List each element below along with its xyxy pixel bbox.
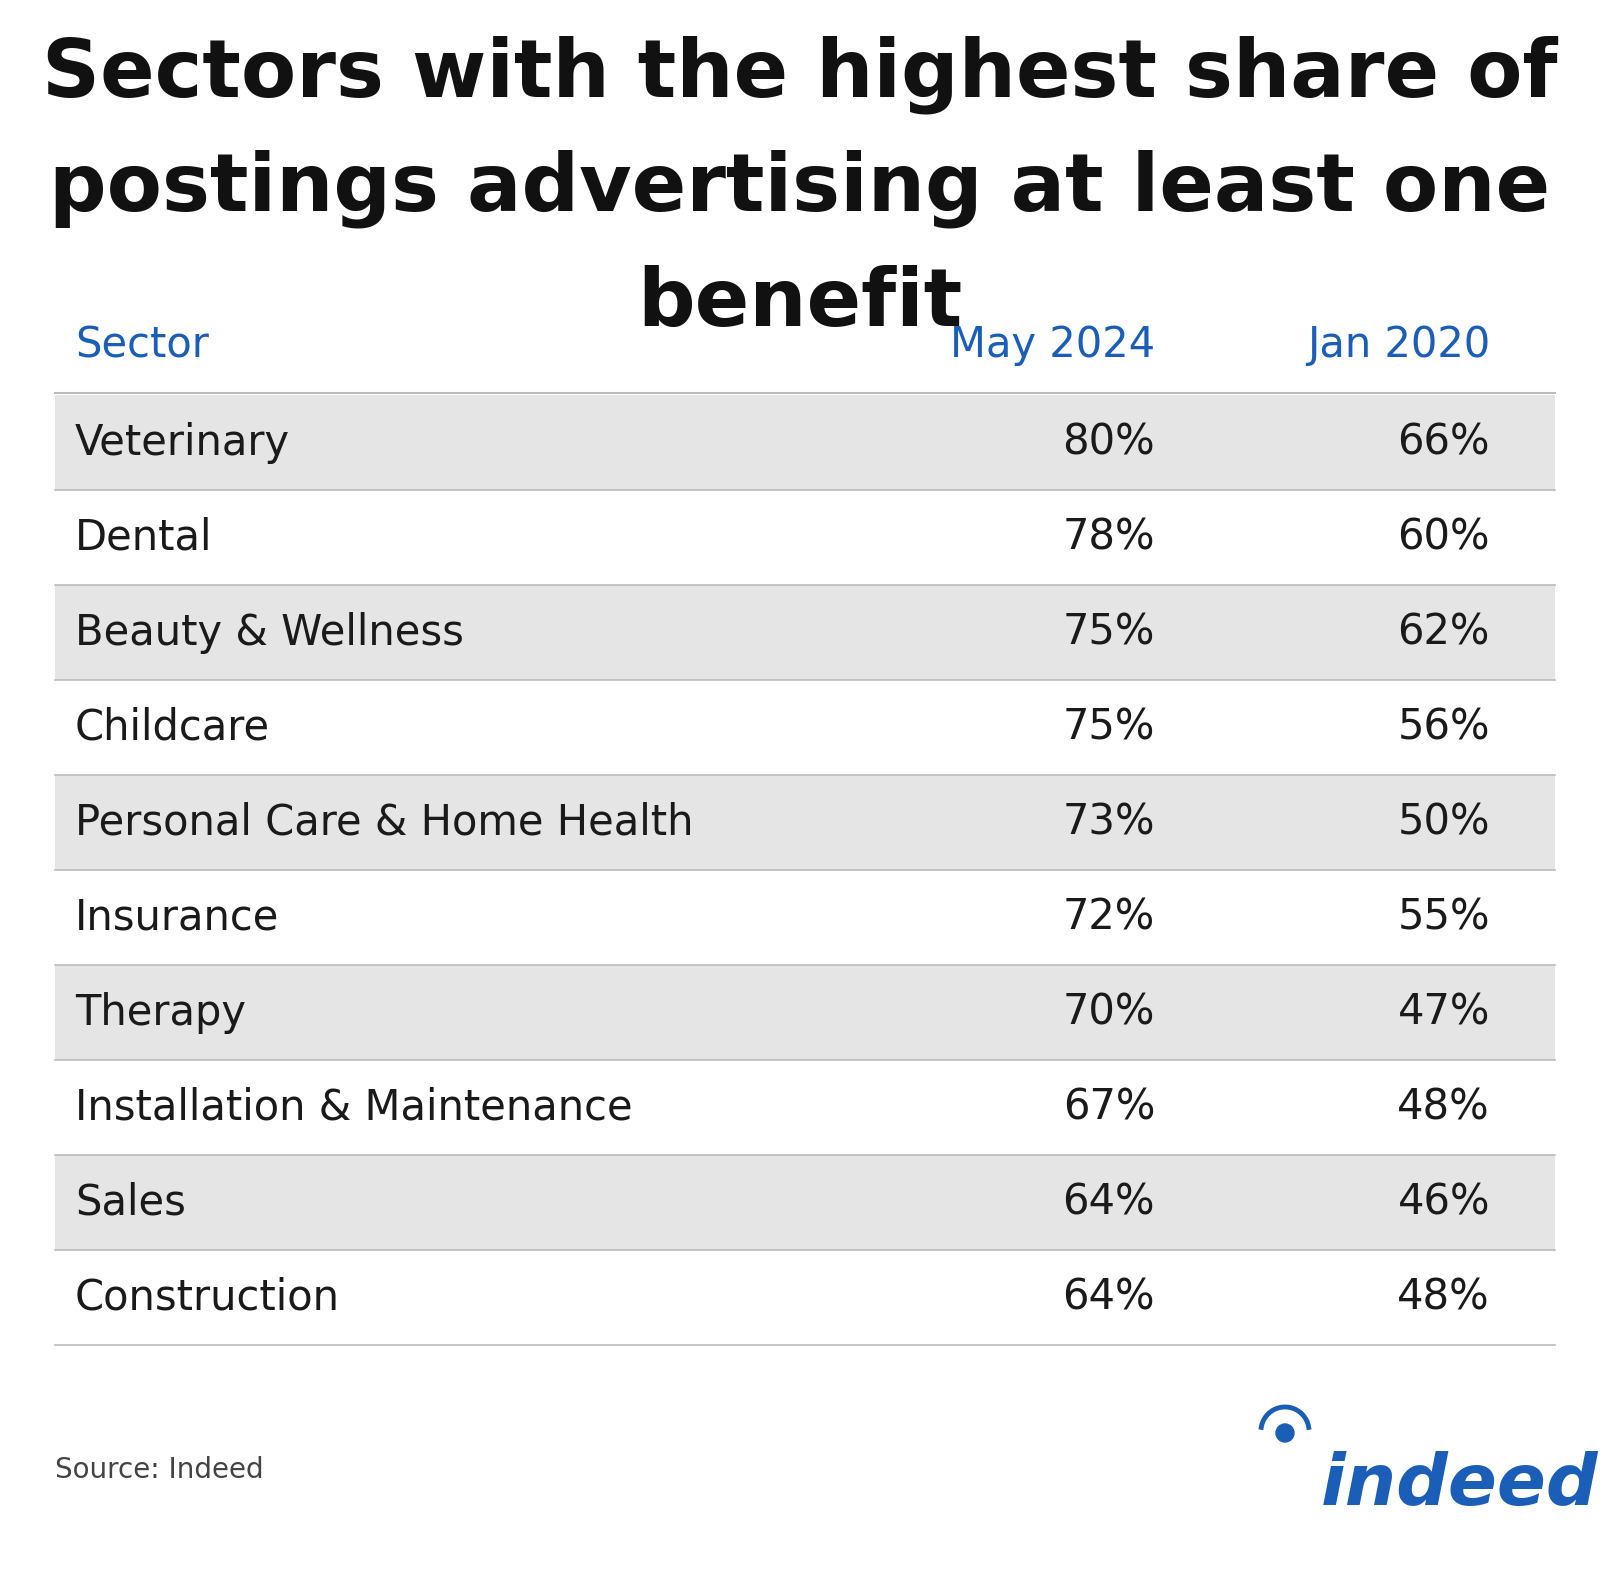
Text: 64%: 64% — [1062, 1182, 1155, 1223]
Text: 60%: 60% — [1397, 517, 1490, 559]
Bar — [54, 1250, 1555, 1345]
Bar — [54, 396, 1555, 490]
Text: May 2024: May 2024 — [950, 323, 1155, 366]
Text: Beauty & Wellness: Beauty & Wellness — [75, 611, 464, 653]
Text: 64%: 64% — [1062, 1276, 1155, 1319]
Text: 56%: 56% — [1397, 706, 1490, 749]
Bar — [54, 586, 1555, 680]
Text: 73%: 73% — [1062, 802, 1155, 843]
Text: Insurance: Insurance — [75, 896, 280, 939]
Text: Construction: Construction — [75, 1276, 339, 1319]
Text: 62%: 62% — [1398, 611, 1490, 653]
Text: 50%: 50% — [1397, 802, 1490, 843]
Text: 80%: 80% — [1062, 421, 1155, 463]
Text: Source: Indeed: Source: Indeed — [54, 1455, 264, 1484]
Bar — [54, 1060, 1555, 1156]
Text: 75%: 75% — [1062, 611, 1155, 653]
Text: 47%: 47% — [1398, 992, 1490, 1033]
Text: 48%: 48% — [1397, 1086, 1490, 1129]
Text: 72%: 72% — [1062, 896, 1155, 939]
Text: Sales: Sales — [75, 1182, 186, 1223]
Text: 55%: 55% — [1397, 896, 1490, 939]
Text: Dental: Dental — [75, 517, 213, 559]
Bar — [54, 966, 1555, 1060]
Text: Installation & Maintenance: Installation & Maintenance — [75, 1086, 632, 1129]
Text: benefit: benefit — [637, 265, 963, 342]
Text: Childcare: Childcare — [75, 706, 270, 749]
Text: 46%: 46% — [1397, 1182, 1490, 1223]
Bar — [54, 776, 1555, 870]
Text: 67%: 67% — [1062, 1086, 1155, 1129]
Text: 70%: 70% — [1062, 992, 1155, 1033]
Text: 48%: 48% — [1397, 1276, 1490, 1319]
Circle shape — [1277, 1424, 1294, 1441]
Text: 78%: 78% — [1062, 517, 1155, 559]
Text: Sector: Sector — [75, 323, 210, 366]
Bar — [54, 1156, 1555, 1250]
Text: indeed: indeed — [1322, 1451, 1598, 1520]
Text: Sectors with the highest share of: Sectors with the highest share of — [42, 35, 1558, 113]
Text: 66%: 66% — [1397, 421, 1490, 463]
Text: postings advertising at least one: postings advertising at least one — [50, 151, 1550, 229]
Text: Veterinary: Veterinary — [75, 421, 290, 463]
Bar — [54, 490, 1555, 586]
Text: Jan 2020: Jan 2020 — [1307, 323, 1490, 366]
Text: 75%: 75% — [1062, 706, 1155, 749]
Text: Therapy: Therapy — [75, 992, 246, 1033]
Text: Personal Care & Home Health: Personal Care & Home Health — [75, 802, 693, 843]
Bar — [54, 680, 1555, 776]
Bar — [54, 870, 1555, 966]
